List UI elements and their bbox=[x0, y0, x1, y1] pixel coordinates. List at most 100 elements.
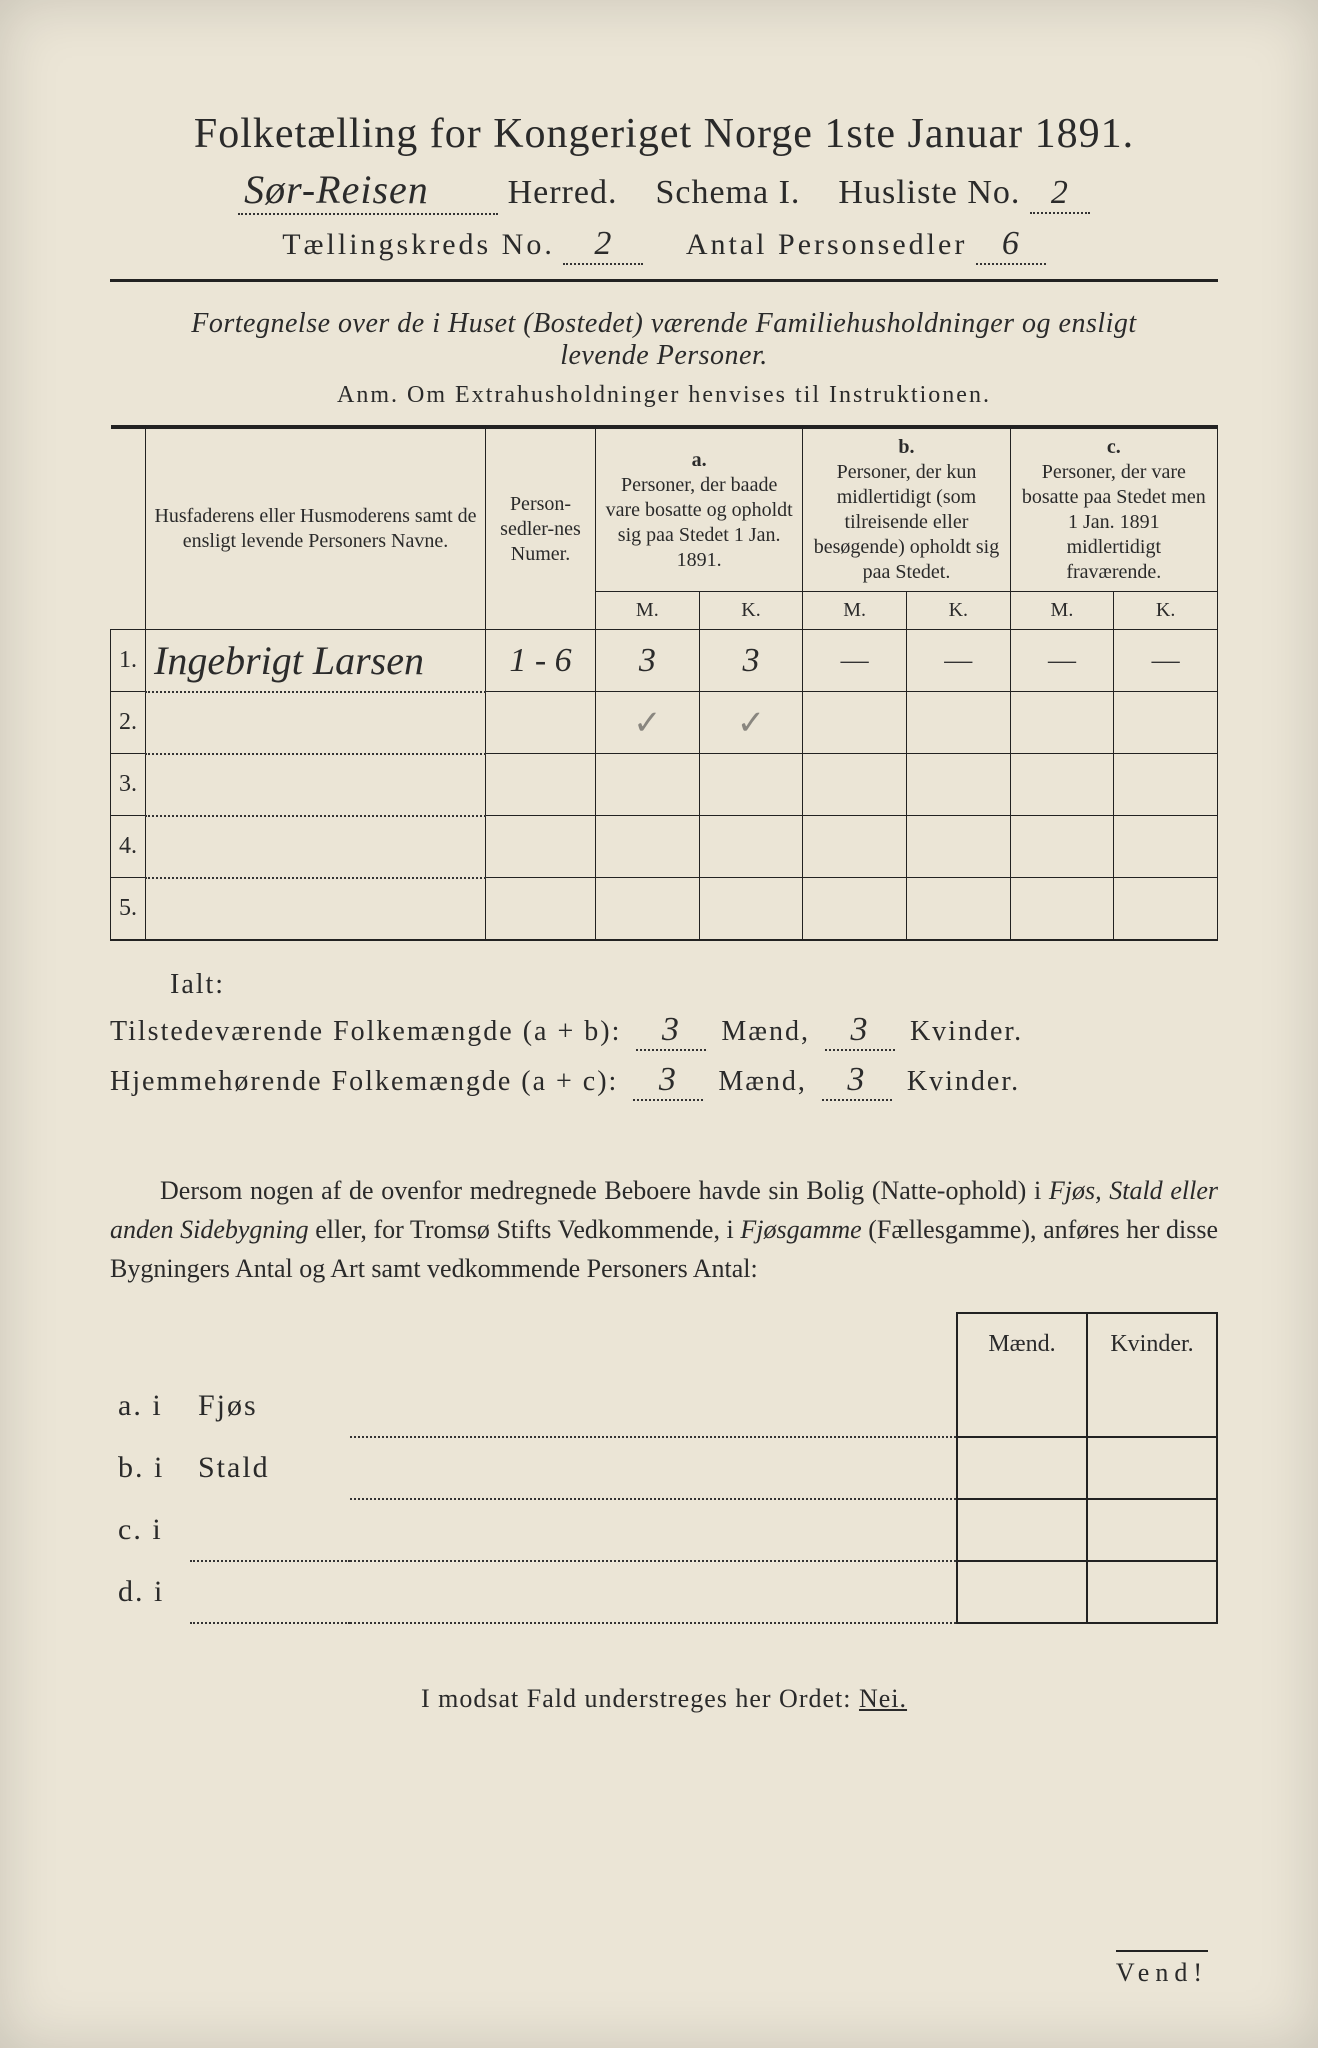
row-num: 2. bbox=[111, 692, 146, 754]
c-m: M. bbox=[1010, 592, 1114, 630]
c-k: K. bbox=[1114, 592, 1218, 630]
bldg-kvinder-header: Kvinder. bbox=[1087, 1313, 1217, 1375]
col-c-text: Personer, der vare bosatte paa Stedet me… bbox=[1022, 461, 1206, 583]
cell-aM: 3 bbox=[639, 642, 656, 679]
cell-aK bbox=[699, 754, 803, 816]
col-c-letter: c. bbox=[1107, 436, 1121, 458]
kvinder-label: Kvinder. bbox=[907, 1066, 1020, 1097]
table-row: 3. bbox=[111, 754, 1218, 816]
col-a-letter: a. bbox=[692, 449, 707, 471]
herred-label: Herred. bbox=[508, 174, 618, 211]
cell-aK bbox=[699, 816, 803, 878]
anm-note: Anm. Om Extrahusholdninger henvises til … bbox=[110, 382, 1218, 409]
row-name bbox=[146, 816, 486, 878]
a-m: M. bbox=[596, 592, 700, 630]
vend-label: Vend! bbox=[1116, 1950, 1208, 1988]
hjemme-m: 3 bbox=[633, 1061, 703, 1101]
col-b-letter: b. bbox=[898, 436, 914, 458]
cell-aM: ✓ bbox=[633, 705, 662, 742]
bldg-key: d. i bbox=[110, 1561, 190, 1623]
bldg-k bbox=[1087, 1499, 1217, 1561]
cell-cK: — bbox=[1114, 630, 1218, 692]
bldg-row: a. i Fjøs bbox=[110, 1375, 1217, 1437]
cell-bK bbox=[906, 754, 1010, 816]
row-num: 1. bbox=[111, 630, 146, 692]
husliste-no: 2 bbox=[1030, 174, 1090, 214]
divider bbox=[110, 279, 1218, 282]
cell-cM: — bbox=[1010, 630, 1114, 692]
bldg-key: b. i bbox=[110, 1437, 190, 1499]
col-a-head: a. Personer, der baade vare bosatte og o… bbox=[596, 427, 803, 592]
kreds-label: Tællingskreds No. bbox=[282, 228, 555, 261]
bldg-row: b. i Stald bbox=[110, 1437, 1217, 1499]
table-row: 5. bbox=[111, 878, 1218, 940]
row-name bbox=[146, 754, 486, 816]
tilstede-label: Tilstedeværende Folkemængde (a + b): bbox=[110, 1016, 621, 1047]
row-name bbox=[146, 878, 486, 940]
col-name-text: Husfaderens eller Husmoderens samt de en… bbox=[154, 505, 476, 552]
bldg-k bbox=[1087, 1561, 1217, 1623]
ialt-label: Ialt: bbox=[170, 969, 250, 1001]
building-table: Mænd. Kvinder. a. i Fjøs b. i Stald c. i… bbox=[110, 1312, 1218, 1624]
table-row: 1. Ingebrigt Larsen 1 - 6 3 3 — — — — bbox=[111, 630, 1218, 692]
col-c-head: c. Personer, der vare bosatte paa Stedet… bbox=[1010, 427, 1217, 592]
bldg-name bbox=[190, 1561, 350, 1623]
cell-cK bbox=[1114, 692, 1218, 754]
cell-cM bbox=[1010, 754, 1114, 816]
nei-pre: I modsat Fald understreges her Ordet: bbox=[421, 1684, 859, 1713]
header-block: Folketælling for Kongeriget Norge 1ste J… bbox=[110, 110, 1218, 282]
kreds-no: 2 bbox=[563, 225, 643, 265]
cell-aM bbox=[596, 878, 700, 940]
cell-cK bbox=[1114, 754, 1218, 816]
a-k: K. bbox=[699, 592, 803, 630]
building-paragraph: Dersom nogen af de ovenfor medregnede Be… bbox=[110, 1171, 1218, 1288]
cell-bM bbox=[803, 692, 907, 754]
cell-cM bbox=[1010, 878, 1114, 940]
bldg-key: c. i bbox=[110, 1499, 190, 1561]
bldg-dots bbox=[350, 1561, 957, 1623]
cell-aM bbox=[596, 754, 700, 816]
cell-cM bbox=[1010, 692, 1114, 754]
kvinder-label: Kvinder. bbox=[910, 1016, 1023, 1047]
row-num: 4. bbox=[111, 816, 146, 878]
col-b-head: b. Personer, der kun midlertidigt (som t… bbox=[803, 427, 1010, 592]
row-persno bbox=[486, 878, 596, 940]
cell-bM: — bbox=[803, 630, 907, 692]
row-num: 5. bbox=[111, 878, 146, 940]
cell-aK bbox=[699, 878, 803, 940]
cell-bK bbox=[906, 692, 1010, 754]
bldg-m bbox=[957, 1375, 1087, 1437]
tilstede-k: 3 bbox=[825, 1011, 895, 1051]
hjemme-k: 3 bbox=[822, 1061, 892, 1101]
antal-value: 6 bbox=[976, 225, 1046, 265]
herred-value: Sør-Reisen bbox=[238, 166, 498, 215]
row-persno bbox=[486, 754, 596, 816]
bldg-dots bbox=[350, 1437, 957, 1499]
cell-aM bbox=[596, 816, 700, 878]
antal-label: Antal Personsedler bbox=[686, 228, 967, 261]
title-line-2: Sør-Reisen Herred. Schema I. Husliste No… bbox=[110, 166, 1218, 215]
col-a-text: Personer, der baade vare bosatte og opho… bbox=[606, 474, 793, 571]
bldg-dots bbox=[350, 1499, 957, 1561]
bldg-m bbox=[957, 1561, 1087, 1623]
cell-bM bbox=[803, 754, 907, 816]
table-body: 1. Ingebrigt Larsen 1 - 6 3 3 — — — — 2.… bbox=[111, 630, 1218, 940]
bldg-maend-header: Mænd. bbox=[957, 1313, 1087, 1375]
cell-bM bbox=[803, 878, 907, 940]
bldg-row: c. i bbox=[110, 1499, 1217, 1561]
cell-cK bbox=[1114, 878, 1218, 940]
cell-bK: — bbox=[906, 630, 1010, 692]
bldg-k bbox=[1087, 1375, 1217, 1437]
para-em2: Fjøsgamme bbox=[740, 1215, 861, 1244]
row-num: 3. bbox=[111, 754, 146, 816]
cell-cK bbox=[1114, 816, 1218, 878]
totals-line-2: Hjemmehørende Folkemængde (a + c): 3 Mæn… bbox=[110, 1061, 1218, 1101]
b-k: K. bbox=[906, 592, 1010, 630]
cell-aK: 3 bbox=[742, 642, 759, 679]
title-line-3: Tællingskreds No. 2 Antal Personsedler 6 bbox=[110, 225, 1218, 265]
schema-label: Schema I. bbox=[655, 174, 800, 211]
maend-label: Mænd, bbox=[718, 1066, 807, 1097]
household-table: Husfaderens eller Husmoderens samt de en… bbox=[110, 425, 1218, 941]
census-form-page: Folketælling for Kongeriget Norge 1ste J… bbox=[0, 0, 1318, 2048]
nei-word: Nei. bbox=[859, 1684, 907, 1713]
